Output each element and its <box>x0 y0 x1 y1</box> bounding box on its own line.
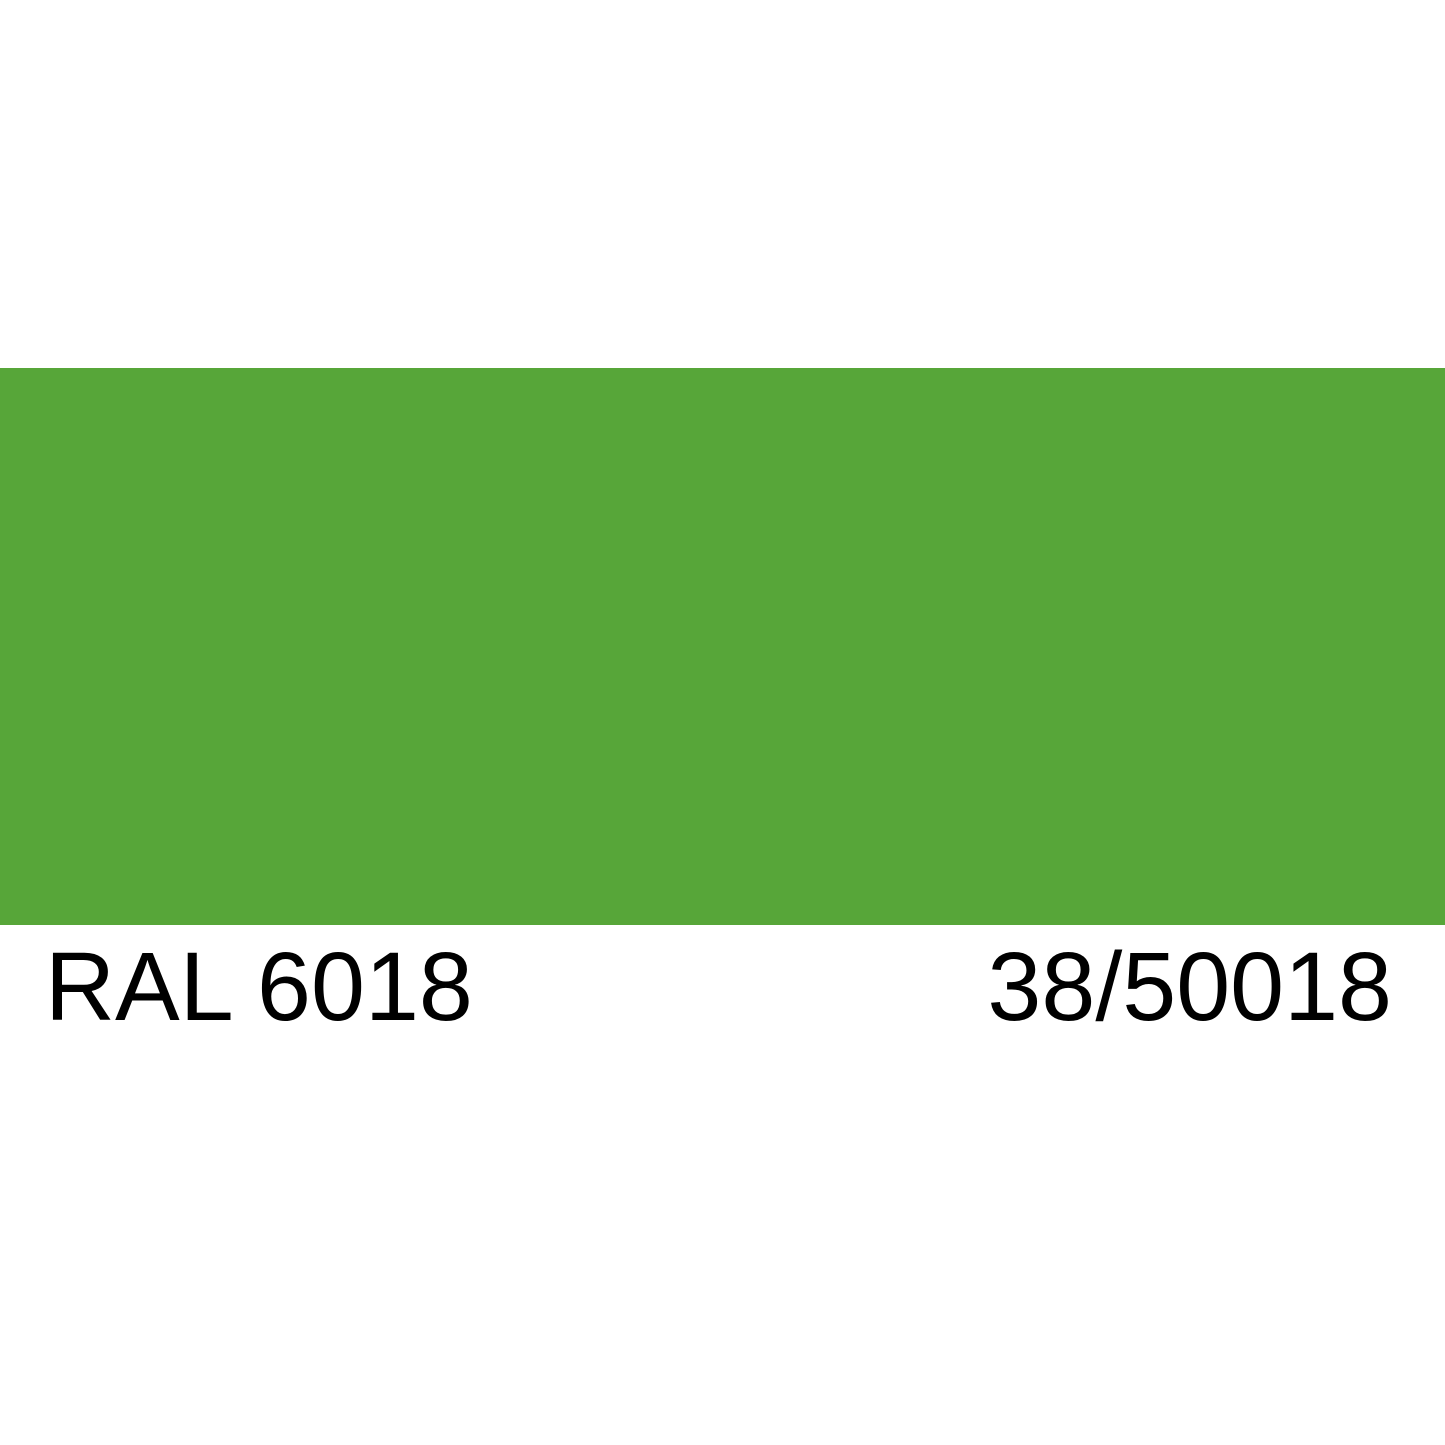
swatch-label-row: RAL 6018 38/50018 <box>45 938 1392 1035</box>
product-color-code: 38/50018 <box>987 932 1392 1041</box>
ral-color-name: RAL 6018 <box>45 932 473 1041</box>
color-swatch <box>0 368 1445 925</box>
